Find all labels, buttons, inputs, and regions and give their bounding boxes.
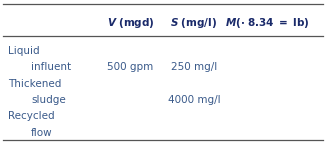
Text: Liquid: Liquid xyxy=(8,46,40,56)
Text: sludge: sludge xyxy=(31,95,66,105)
Text: Recycled: Recycled xyxy=(8,111,55,121)
Text: 4000 mg/l: 4000 mg/l xyxy=(168,95,220,105)
Text: $\bfit{S}$ $\mathbf{(mg/l)}$: $\bfit{S}$ $\mathbf{(mg/l)}$ xyxy=(170,16,217,30)
Text: 250 mg/l: 250 mg/l xyxy=(171,62,217,72)
Text: 500 gpm: 500 gpm xyxy=(107,62,154,72)
Text: flow: flow xyxy=(31,128,52,138)
Text: $\bfit{V}$ $\mathbf{(mgd)}$: $\bfit{V}$ $\mathbf{(mgd)}$ xyxy=(107,16,154,30)
Text: Thickened: Thickened xyxy=(8,79,62,89)
Text: influent: influent xyxy=(31,62,71,72)
Text: $\bfit{M}$$\mathbf{(\cdot\ 8.34\ =\ lb)}$: $\bfit{M}$$\mathbf{(\cdot\ 8.34\ =\ lb)}… xyxy=(225,16,309,30)
